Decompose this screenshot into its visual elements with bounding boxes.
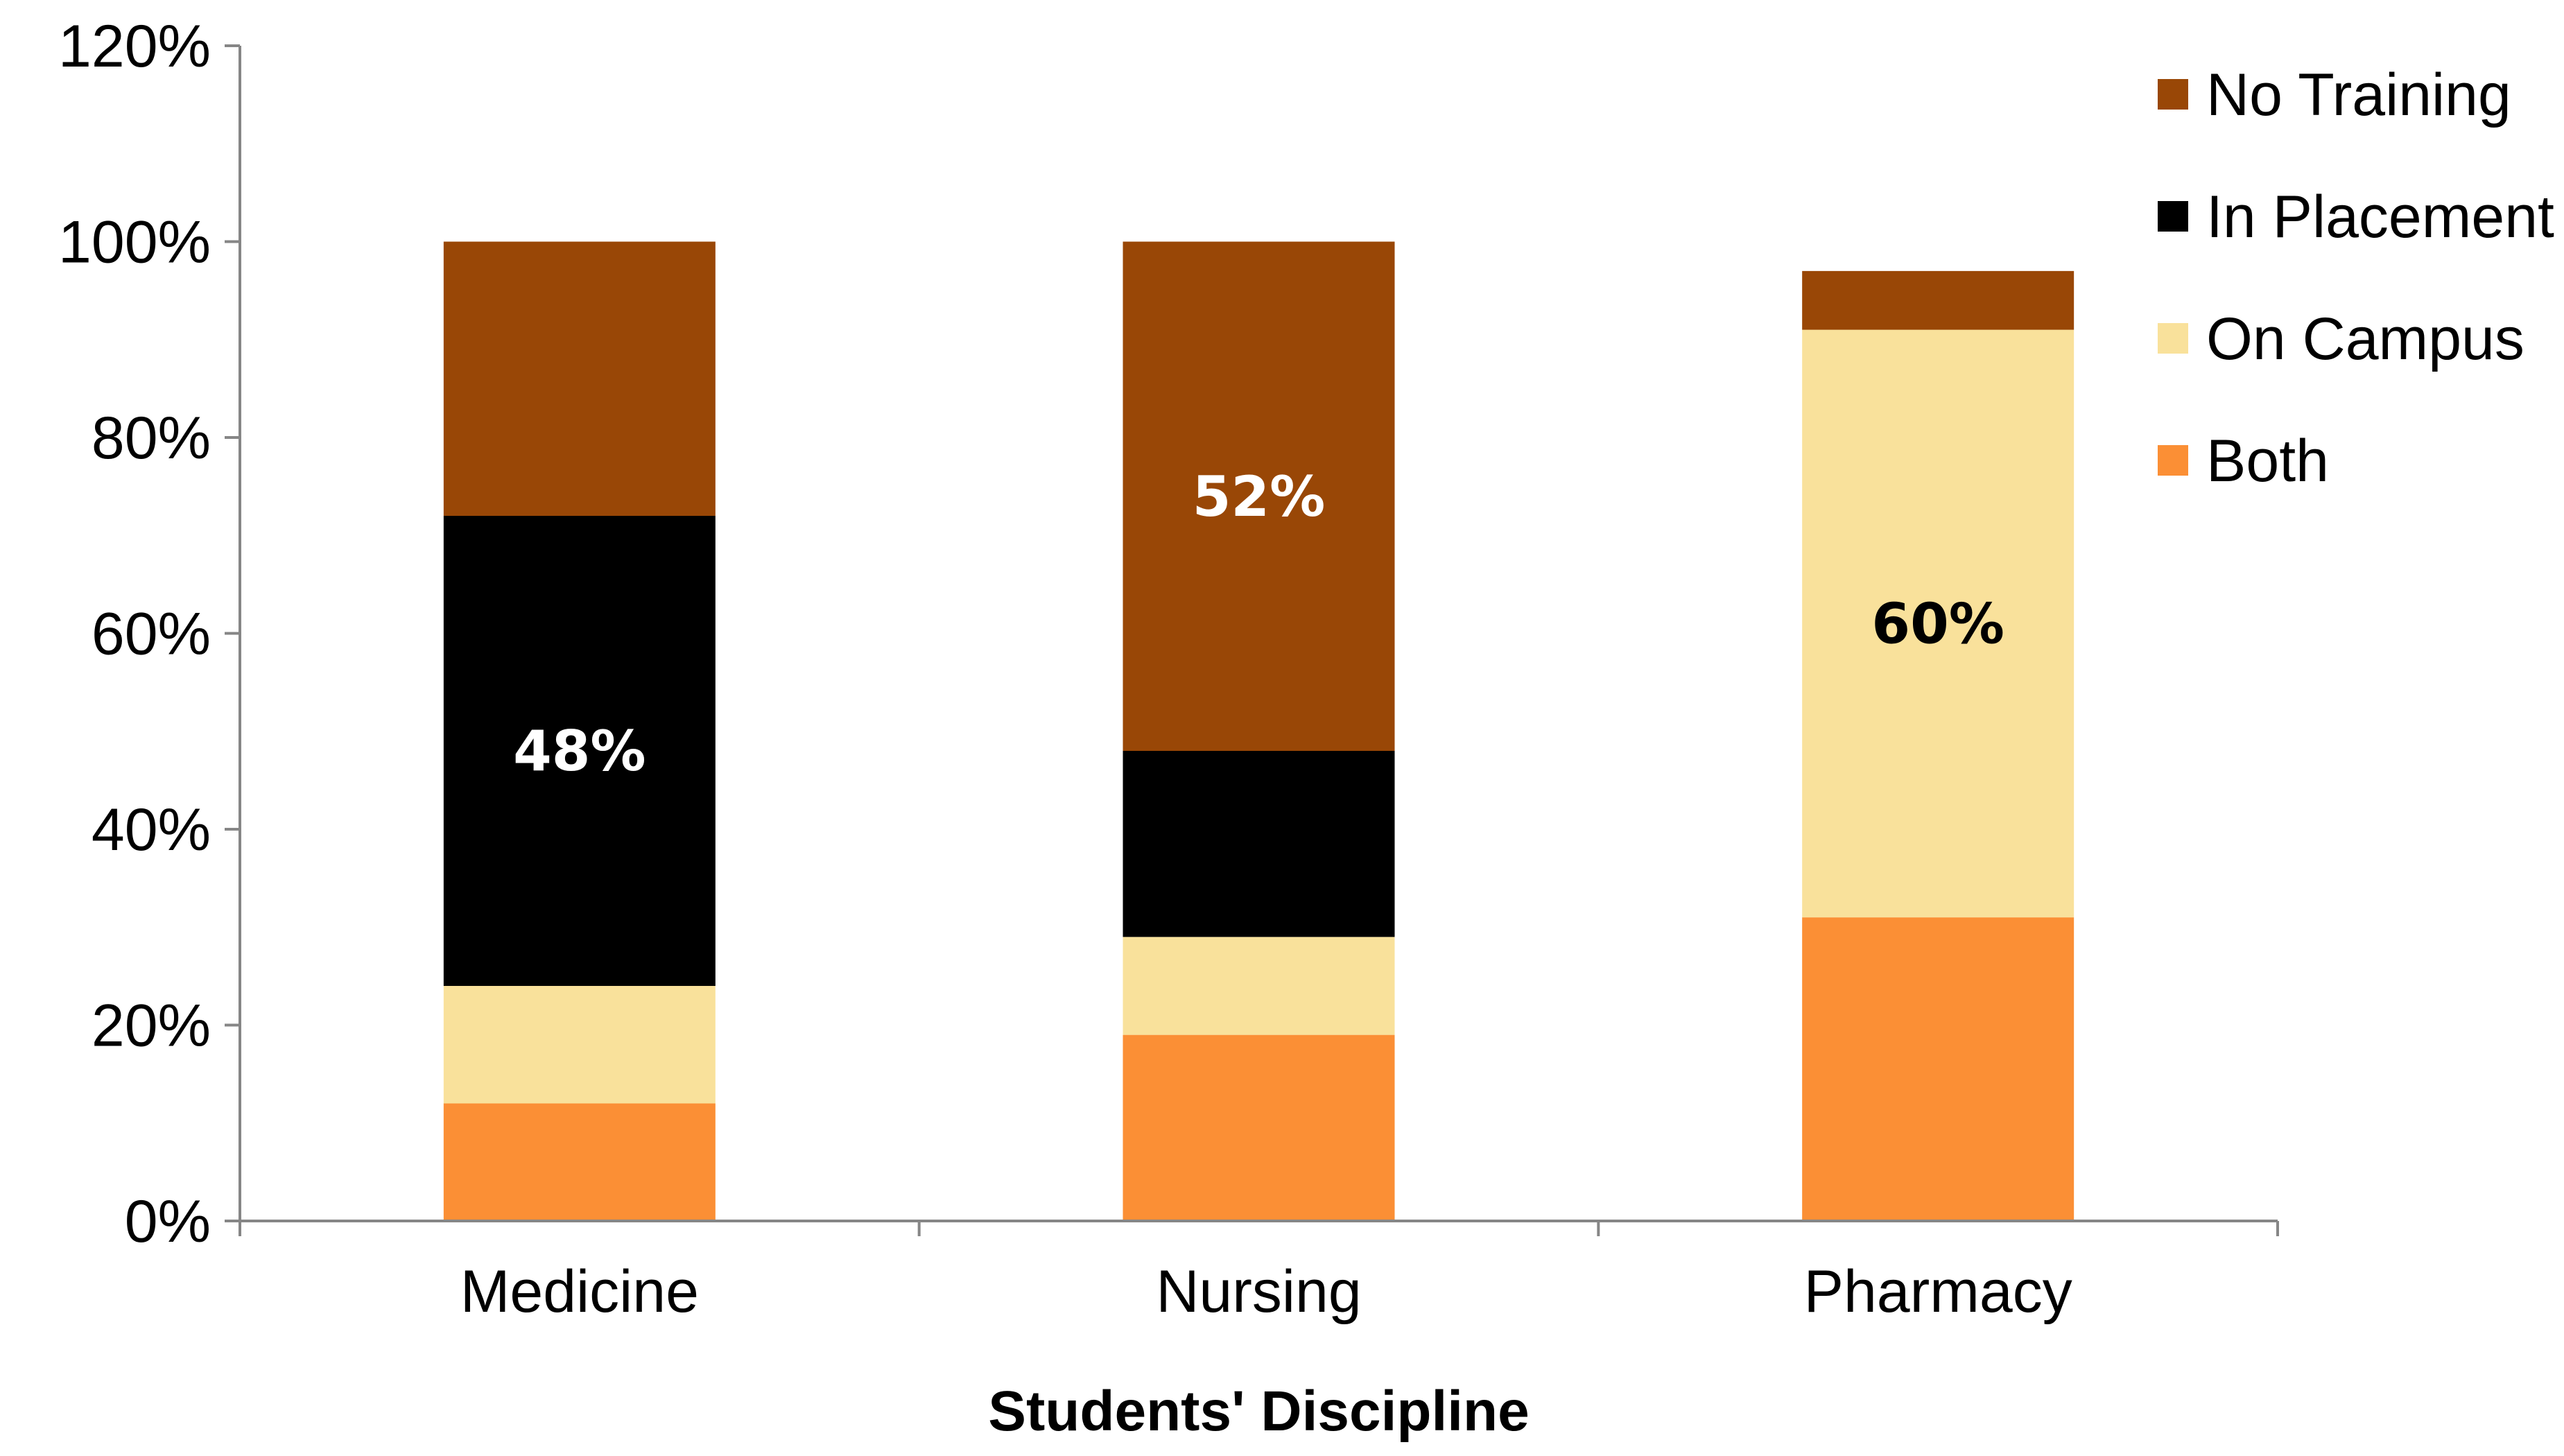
y-tick-label: 120% <box>58 13 211 80</box>
bar-medicine-in-placement <box>443 516 716 986</box>
legend-label-in-placement: In Placement <box>2206 184 2554 250</box>
y-tick-label: 20% <box>92 993 211 1059</box>
legend-label-no-training: No Training <box>2206 62 2511 128</box>
bar-medicine-no-training <box>443 241 716 516</box>
bar-medicine-both <box>443 1103 716 1221</box>
y-tick-label: 60% <box>92 601 211 668</box>
bar-nursing-in-placement <box>1123 751 1395 937</box>
data-label-pharmacy: 60% <box>1871 591 2004 656</box>
data-label-nursing: 52% <box>1193 465 1325 529</box>
data-label-medicine: 48% <box>513 719 646 783</box>
axes-layer <box>225 44 2279 1236</box>
legend-swatch-no-training <box>2158 79 2188 110</box>
bars-layer <box>443 241 2074 1221</box>
y-tick-label: 40% <box>92 797 211 863</box>
legend-swatch-in-placement <box>2158 201 2188 232</box>
bar-nursing-no-training <box>1123 241 1395 751</box>
legend-label-both: Both <box>2206 428 2329 494</box>
y-tick-label: 80% <box>92 405 211 471</box>
bar-pharmacy-on-campus <box>1802 329 2074 918</box>
bar-nursing-on-campus <box>1123 937 1395 1035</box>
legend: No Training In Placement On Campus Both <box>2158 62 2554 494</box>
legend-label-on-campus: On Campus <box>2206 306 2524 372</box>
x-tick-label-medicine: Medicine <box>460 1258 699 1325</box>
labels-layer: 0% 20% 40% 60% 80% 100% 120% Medicine Nursing Pha… <box>58 13 2072 1325</box>
legend-swatch-both <box>2158 445 2188 476</box>
y-tick-label: 0% <box>125 1188 211 1255</box>
bar-medicine-on-campus <box>443 986 716 1104</box>
x-tick-label-pharmacy: Pharmacy <box>1804 1258 2072 1325</box>
bar-nursing-both <box>1123 1034 1395 1221</box>
x-axis-title: Students' Discipline <box>988 1380 1529 1443</box>
bar-pharmacy-no-training <box>1802 270 2074 330</box>
x-tick-label-nursing: Nursing <box>1156 1258 1361 1325</box>
bar-pharmacy-both <box>1802 917 2074 1221</box>
y-tick-label: 100% <box>58 209 211 276</box>
legend-swatch-on-campus <box>2158 323 2188 354</box>
